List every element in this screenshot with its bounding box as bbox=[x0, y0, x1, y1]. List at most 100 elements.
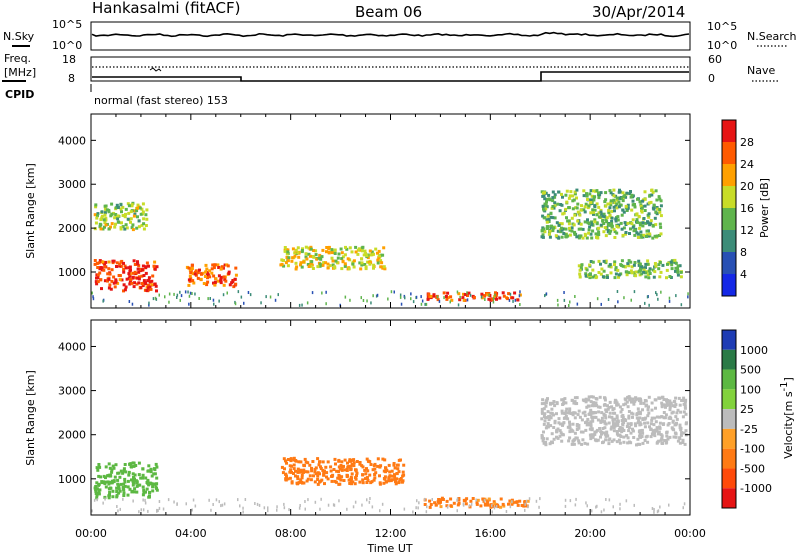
power-data-cell bbox=[617, 273, 621, 277]
noise-right-tick-top: 10^5 bbox=[707, 20, 737, 33]
velocity-data-cell bbox=[115, 495, 119, 499]
power-data-cell bbox=[541, 233, 545, 237]
power-data-cell bbox=[647, 212, 651, 216]
velocity-data-cell bbox=[395, 463, 399, 467]
velocity-data-cell bbox=[549, 416, 553, 420]
power-data-cell bbox=[659, 214, 663, 218]
velocity-data-cell bbox=[540, 407, 544, 411]
power-data-cell bbox=[100, 214, 104, 218]
power-data-cell bbox=[579, 208, 583, 212]
velocity-data-cell bbox=[611, 419, 615, 423]
power-near-range-speckle bbox=[260, 301, 262, 305]
velocity-data-cell bbox=[657, 415, 661, 419]
velocity-data-cell bbox=[387, 463, 391, 467]
power-data-cell bbox=[234, 266, 238, 270]
power-data-cell bbox=[542, 227, 546, 231]
power-data-cell bbox=[615, 202, 619, 206]
velocity-data-cell bbox=[289, 457, 293, 461]
velocity-colorbar-tick: -100 bbox=[740, 443, 765, 456]
power-data-cell bbox=[223, 263, 227, 267]
velocity-data-cell bbox=[601, 419, 605, 423]
power-near-range-speckle bbox=[213, 302, 215, 306]
velocity-data-cell bbox=[572, 401, 576, 405]
velocity-data-cell bbox=[589, 400, 593, 404]
power-near-range-speckle bbox=[265, 295, 267, 299]
power-data-cell bbox=[304, 255, 308, 259]
power-data-cell bbox=[573, 192, 577, 196]
power-data-cell bbox=[101, 227, 105, 231]
power-data-cell bbox=[291, 256, 295, 260]
power-data-cell bbox=[296, 251, 300, 255]
velocity-data-cell bbox=[292, 456, 296, 460]
power-data-cell bbox=[360, 261, 364, 265]
velocity-near-range-speckle bbox=[668, 503, 670, 507]
power-data-cell bbox=[122, 289, 125, 293]
power-data-cell bbox=[300, 265, 304, 269]
power-near-range-speckle bbox=[420, 295, 422, 299]
velocity-near-range-speckle bbox=[416, 499, 418, 503]
velocity-near-range-speckle bbox=[656, 510, 659, 514]
power-data-cell bbox=[132, 285, 136, 289]
power-data-cell bbox=[622, 226, 626, 230]
power-data-cell bbox=[120, 210, 123, 214]
velocity-data-cell bbox=[593, 432, 597, 436]
power-data-cell bbox=[580, 263, 584, 267]
power-data-cell bbox=[127, 204, 131, 208]
velocity-data-cell bbox=[139, 476, 143, 480]
velocity-data-cell bbox=[95, 481, 99, 485]
velocity-near-range-speckle bbox=[158, 500, 161, 503]
velocity-data-cell bbox=[349, 476, 353, 480]
velocity-near-range-speckle bbox=[653, 510, 655, 514]
power-near-range-speckle bbox=[680, 303, 683, 307]
power-data-cell bbox=[633, 205, 637, 209]
power-data-cell bbox=[564, 207, 568, 211]
velocity-data-cell bbox=[584, 421, 587, 425]
power-data-cell bbox=[129, 220, 132, 224]
power-data-cell bbox=[196, 276, 200, 280]
velocity-data-cell bbox=[329, 469, 333, 473]
power-data-cell bbox=[114, 278, 118, 282]
power-near-range-speckle bbox=[376, 293, 379, 297]
power-data-cell bbox=[599, 212, 603, 216]
power-data-cell bbox=[382, 246, 386, 250]
velocity-data-cell bbox=[502, 504, 506, 508]
power-data-cell bbox=[331, 263, 335, 267]
velocity-data-cell bbox=[564, 415, 568, 418]
velocity-data-cell bbox=[616, 423, 620, 427]
x-tick-label: 16:00 bbox=[474, 527, 506, 540]
power-data-cell bbox=[607, 210, 611, 214]
power-near-range-speckle bbox=[191, 292, 193, 295]
y-tick-label: 4000 bbox=[58, 340, 86, 353]
power-data-cell bbox=[188, 268, 192, 272]
power-data-cell bbox=[205, 272, 209, 276]
velocity-data-cell bbox=[622, 440, 626, 444]
velocity-data-cell bbox=[612, 407, 616, 411]
velocity-data-cell bbox=[486, 501, 490, 505]
velocity-data-cell bbox=[296, 475, 300, 479]
velocity-data-cell bbox=[631, 415, 634, 419]
velocity-label-exp: -1 bbox=[779, 381, 790, 391]
x-tick-label: 00:00 bbox=[75, 527, 107, 540]
power-data-cell bbox=[543, 216, 547, 220]
power-data-cell bbox=[370, 250, 374, 254]
velocity-data-cell bbox=[285, 474, 288, 478]
power-data-cell bbox=[311, 255, 315, 258]
power-data-cell bbox=[290, 259, 294, 263]
power-data-cell bbox=[516, 298, 520, 302]
power-near-range-speckle bbox=[243, 301, 245, 305]
velocity-data-cell bbox=[292, 467, 296, 471]
power-data-cell bbox=[358, 261, 362, 265]
velocity-near-range-speckle bbox=[147, 509, 149, 513]
velocity-data-cell bbox=[155, 486, 158, 490]
velocity-data-cell bbox=[288, 470, 292, 474]
velocity-data-cell bbox=[587, 412, 591, 416]
power-data-cell bbox=[284, 261, 288, 265]
velocity-data-cell bbox=[544, 401, 548, 405]
velocity-data-cell bbox=[364, 477, 367, 481]
velocity-data-cell bbox=[680, 399, 684, 402]
velocity-near-range-speckle bbox=[456, 509, 458, 513]
power-data-cell bbox=[588, 263, 592, 267]
power-data-cell bbox=[666, 262, 669, 266]
power-data-cell bbox=[103, 204, 107, 208]
velocity-data-cell bbox=[564, 410, 568, 414]
